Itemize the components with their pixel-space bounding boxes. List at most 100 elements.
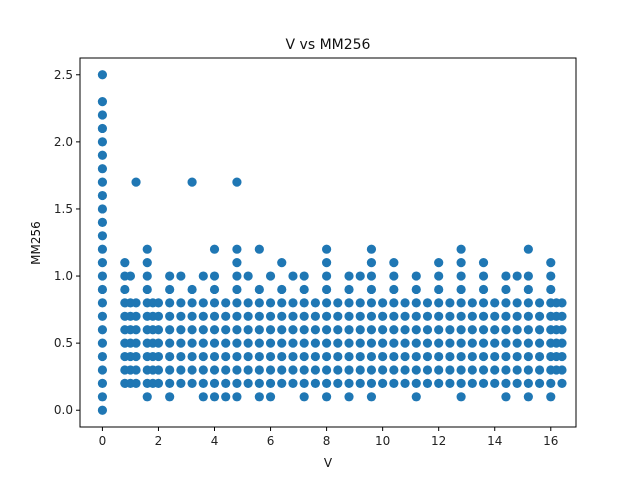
scatter-point — [534, 325, 545, 335]
scatter-point — [445, 311, 455, 321]
scatter-point — [232, 284, 242, 295]
scatter-point — [478, 311, 489, 321]
scatter-point — [434, 325, 444, 335]
scatter-point — [97, 123, 108, 134]
scatter-point — [534, 378, 545, 388]
scatter-point — [265, 392, 276, 402]
scatter-point — [198, 365, 208, 375]
scatter-point — [209, 271, 220, 281]
scatter-point — [277, 378, 287, 388]
scatter-point — [243, 378, 253, 388]
scatter-point — [523, 311, 533, 321]
scatter-point — [333, 325, 343, 335]
scatter-point — [400, 378, 410, 388]
scatter-point — [322, 365, 332, 375]
scatter-point — [389, 351, 399, 362]
scatter-point — [131, 311, 141, 321]
scatter-point — [209, 325, 220, 335]
scatter-point — [456, 325, 466, 335]
scatter-point — [221, 298, 231, 308]
y-tick-label: 0.0 — [54, 403, 73, 417]
scatter-point — [344, 378, 354, 388]
scatter-point — [523, 338, 533, 348]
scatter-point — [97, 311, 108, 321]
scatter-point — [198, 338, 208, 348]
scatter-point — [366, 244, 377, 254]
scatter-point — [165, 392, 175, 402]
scatter-point — [142, 244, 152, 254]
scatter-point — [176, 311, 186, 321]
scatter-point — [456, 271, 466, 281]
scatter-point — [389, 271, 399, 281]
scatter-point — [478, 258, 489, 268]
scatter-point — [209, 378, 220, 388]
scatter-point — [467, 338, 477, 348]
scatter-point — [310, 378, 320, 388]
scatter-point — [456, 338, 466, 348]
scatter-point — [355, 378, 365, 388]
scatter-point — [187, 338, 197, 348]
scatter-point — [187, 351, 197, 362]
scatter-point — [366, 351, 377, 362]
scatter-point — [209, 298, 220, 308]
scatter-point — [467, 311, 477, 321]
scatter-point — [456, 244, 466, 254]
scatter-point — [551, 351, 561, 362]
scatter-point — [254, 244, 264, 254]
scatter-point — [254, 378, 264, 388]
scatter-point — [165, 351, 175, 362]
scatter-point — [478, 298, 489, 308]
scatter-point — [221, 392, 231, 402]
scatter-point — [456, 365, 466, 375]
scatter-point — [97, 150, 108, 160]
scatter-point — [411, 365, 421, 375]
x-tick-label: 12 — [431, 434, 446, 448]
scatter-point — [534, 338, 545, 348]
scatter-point — [187, 325, 197, 335]
scatter-point — [523, 284, 533, 295]
scatter-point — [176, 365, 186, 375]
scatter-point — [389, 338, 399, 348]
scatter-point — [366, 338, 377, 348]
scatter-point — [120, 284, 130, 295]
scatter-point — [165, 271, 175, 281]
scatter-point — [434, 351, 444, 362]
scatter-point — [490, 378, 500, 388]
scatter-point — [490, 311, 500, 321]
plot-area — [80, 58, 576, 427]
scatter-point — [400, 298, 410, 308]
scatter-point — [288, 271, 298, 281]
x-tick-label: 14 — [487, 434, 502, 448]
scatter-point — [523, 378, 533, 388]
scatter-point — [523, 392, 533, 402]
scatter-point — [422, 298, 433, 308]
scatter-point — [344, 271, 354, 281]
scatter-point — [333, 365, 343, 375]
scatter-point — [131, 378, 141, 388]
scatter-point — [467, 351, 477, 362]
scatter-point — [209, 392, 220, 402]
scatter-point — [490, 298, 500, 308]
scatter-point — [411, 338, 421, 348]
scatter-point — [434, 284, 444, 295]
scatter-point — [288, 325, 298, 335]
scatter-point — [478, 284, 489, 295]
scatter-point — [366, 271, 377, 281]
scatter-point — [277, 258, 287, 268]
scatter-point — [344, 351, 354, 362]
scatter-point — [366, 392, 377, 402]
scatter-point — [456, 311, 466, 321]
scatter-point — [97, 137, 108, 147]
scatter-point — [546, 258, 556, 268]
scatter-point — [97, 164, 108, 174]
scatter-point — [344, 284, 354, 295]
scatter-point — [445, 378, 455, 388]
scatter-point — [176, 298, 186, 308]
scatter-point — [512, 378, 522, 388]
scatter-point — [456, 351, 466, 362]
scatter-point — [546, 284, 556, 295]
scatter-point — [131, 351, 141, 362]
scatter-point — [165, 298, 175, 308]
scatter-point — [142, 284, 152, 295]
scatter-point — [254, 325, 264, 335]
